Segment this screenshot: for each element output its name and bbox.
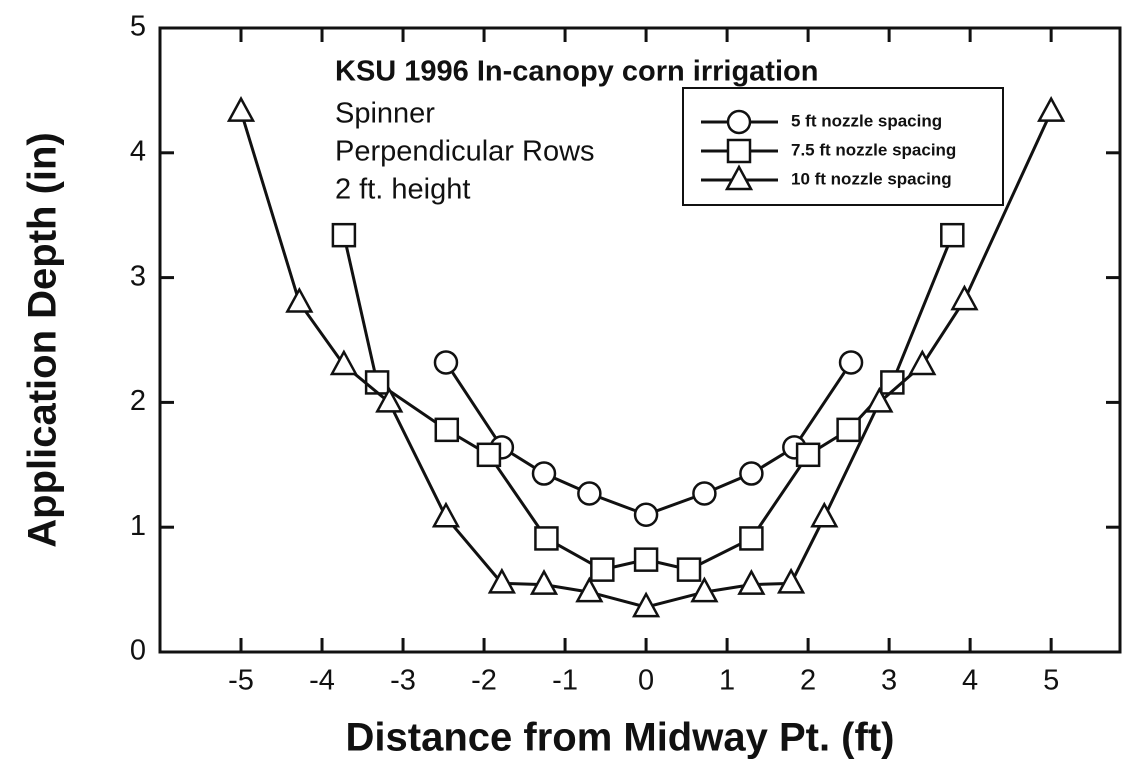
legend-marker [724,164,754,191]
point [836,417,861,443]
point [950,284,979,311]
y-tick-label: 5 [130,11,146,43]
y-tick-label: 1 [130,510,146,542]
point [375,386,404,413]
x-tick-label: 1 [719,665,735,697]
point [431,501,461,528]
point [226,96,256,122]
annotation: 2 ft. height [335,174,470,206]
plot-frame [158,26,1122,654]
point [487,567,516,594]
y-tick-label: 2 [130,385,146,417]
point [739,461,764,486]
point [739,526,764,551]
point [575,576,604,603]
point [1037,96,1066,122]
x-tick-label: 0 [638,665,654,697]
x-tick-label: -5 [228,665,254,697]
point [776,567,806,594]
point [331,222,357,248]
legend-marker [726,109,752,135]
x-tick-label: -1 [552,665,578,697]
legend-label: 10 ft nozzle spacing [791,169,952,188]
x-tick-label: -2 [471,665,497,697]
legend-marker [726,138,752,164]
point [534,526,559,551]
x-axis-label: Distance from Midway Pt. (ft) [346,716,895,760]
point [577,481,602,506]
point [433,350,459,375]
point [838,350,864,375]
point [692,481,717,506]
point [908,349,937,376]
point [529,568,559,595]
point [810,501,839,528]
chart-title: KSU 1996 In-canopy corn irrigation [335,56,818,88]
x-tick-label: -3 [390,665,416,697]
point [690,576,719,603]
annotation: Perpendicular Rows [335,136,595,168]
point [476,442,502,468]
y-tick-label: 0 [130,635,146,667]
annotation: Spinner [335,98,435,130]
point [590,557,615,582]
point [531,461,557,486]
point [633,502,659,527]
x-tick-label: 5 [1043,665,1059,697]
x-tick-label: -4 [309,665,335,697]
point [285,286,314,313]
point [795,442,821,468]
point [865,386,894,413]
point [364,370,390,395]
y-tick-label: 3 [130,260,146,292]
y-tick-label: 4 [130,135,146,167]
x-tick-label: 3 [881,665,897,697]
y-axis-label: Application Depth (in) [21,132,65,548]
point [633,547,659,572]
legend-label: 5 ft nozzle spacing [791,111,942,130]
legend-label: 7.5 ft nozzle spacing [791,140,956,159]
point [676,557,702,582]
x-tick-label: 2 [800,665,816,697]
x-tick-label: 4 [962,665,978,697]
point [434,417,460,443]
point [329,349,359,376]
point [737,568,766,595]
point [631,591,661,618]
point [940,222,965,248]
